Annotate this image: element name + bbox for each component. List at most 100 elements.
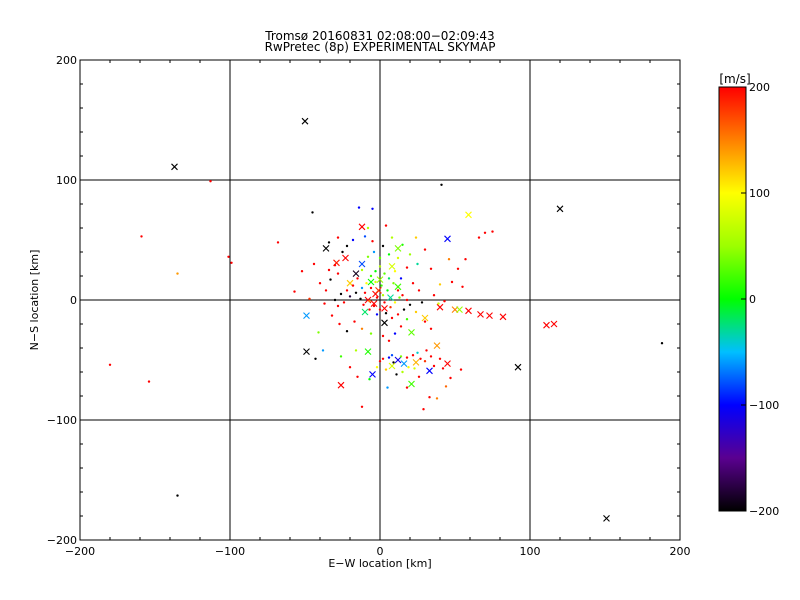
dot-marker	[408, 303, 412, 306]
dot-marker	[108, 363, 112, 366]
dot-marker	[312, 262, 316, 266]
cross-marker	[370, 300, 378, 307]
cross-marker	[388, 263, 396, 270]
dot-marker	[356, 277, 359, 280]
dot-marker	[362, 303, 365, 306]
dot-marker	[387, 339, 391, 342]
data-points	[108, 117, 664, 522]
dot-marker	[363, 235, 367, 238]
dot-marker	[368, 378, 371, 381]
dot-marker	[432, 364, 436, 368]
dot-marker	[443, 300, 446, 303]
cross-marker	[358, 223, 366, 231]
dot-marker	[432, 294, 436, 297]
dot-marker	[354, 349, 358, 352]
dot-marker	[420, 301, 424, 304]
dot-marker	[414, 236, 418, 239]
dot-marker	[491, 230, 494, 233]
dot-marker	[390, 236, 394, 239]
dot-marker	[378, 360, 382, 363]
dot-marker	[423, 320, 427, 323]
dot-marker	[381, 357, 385, 360]
dot-marker	[365, 282, 368, 285]
dot-marker	[438, 357, 442, 360]
dot-marker	[429, 355, 433, 358]
dot-marker	[390, 316, 394, 320]
cross-marker	[486, 312, 493, 319]
dot-marker	[425, 349, 428, 352]
dot-marker	[357, 206, 361, 209]
cross-marker	[456, 306, 463, 313]
dot-marker	[375, 296, 379, 299]
dot-marker	[459, 368, 463, 371]
cross-marker	[322, 245, 330, 252]
cross-marker	[369, 371, 376, 378]
dot-marker	[360, 268, 364, 272]
dot-marker	[230, 261, 233, 264]
dot-marker	[417, 375, 421, 378]
dot-marker	[387, 277, 391, 280]
dot-marker	[477, 236, 481, 239]
cross-marker	[358, 260, 366, 268]
dot-marker	[321, 349, 325, 352]
cross-marker	[337, 381, 345, 389]
dot-marker	[342, 301, 346, 304]
dot-marker	[369, 332, 373, 335]
dot-marker	[396, 256, 400, 260]
dot-marker	[401, 370, 404, 374]
cross-marker	[361, 308, 369, 316]
cross-marker	[342, 254, 349, 262]
cross-marker	[400, 360, 408, 367]
y-tick-label: −200	[47, 534, 77, 547]
dot-marker	[405, 298, 409, 302]
dot-marker	[359, 297, 362, 300]
dot-marker	[345, 289, 349, 292]
cross-marker	[376, 276, 384, 283]
dot-marker	[392, 282, 395, 285]
dot-marker	[368, 308, 371, 311]
dot-marker	[435, 397, 439, 400]
dot-marker	[339, 355, 343, 358]
cross-marker	[408, 380, 415, 388]
cross-marker	[387, 294, 394, 301]
dot-marker	[408, 253, 412, 256]
dot-marker	[327, 241, 331, 244]
dot-marker	[444, 385, 448, 388]
dot-marker	[450, 280, 454, 284]
cross-marker	[556, 205, 564, 213]
dot-marker	[660, 342, 664, 345]
dot-marker	[405, 318, 409, 321]
dot-marker	[464, 258, 467, 261]
dot-marker	[227, 255, 230, 258]
chart-subtitle: RwPretec (8p) EXPERIMENTAL SKYMAP	[265, 40, 496, 54]
x-tick-label: 200	[670, 545, 691, 558]
dot-marker	[392, 361, 395, 364]
x-tick-label: 100	[520, 545, 541, 558]
dot-marker	[318, 282, 322, 285]
dot-marker	[390, 354, 394, 357]
dot-marker	[333, 298, 337, 302]
dot-marker	[341, 250, 344, 254]
dot-marker	[399, 277, 403, 280]
dot-marker	[401, 294, 404, 297]
cross-marker	[433, 342, 441, 349]
dot-marker	[386, 386, 389, 389]
dot-marker	[416, 351, 419, 354]
plot-area: −200 −100 0 100 200 −200 −100 0 100 200	[47, 54, 691, 558]
dot-marker	[360, 286, 364, 290]
x-axis-ticks: −200 −100 0 100 200	[65, 60, 691, 558]
dot-marker	[369, 286, 373, 290]
dot-marker	[333, 264, 337, 267]
dot-marker	[323, 302, 326, 305]
dot-marker	[405, 266, 409, 269]
dot-marker	[483, 231, 487, 234]
dot-marker	[176, 494, 179, 497]
dot-marker	[314, 357, 317, 360]
y-tick-label: 0	[70, 294, 77, 307]
dot-marker	[393, 270, 397, 273]
dot-marker	[336, 236, 340, 239]
dot-marker	[356, 375, 359, 378]
dot-marker	[374, 280, 377, 284]
dot-marker	[378, 265, 382, 268]
colorbar-tick-label: 100	[749, 187, 770, 200]
